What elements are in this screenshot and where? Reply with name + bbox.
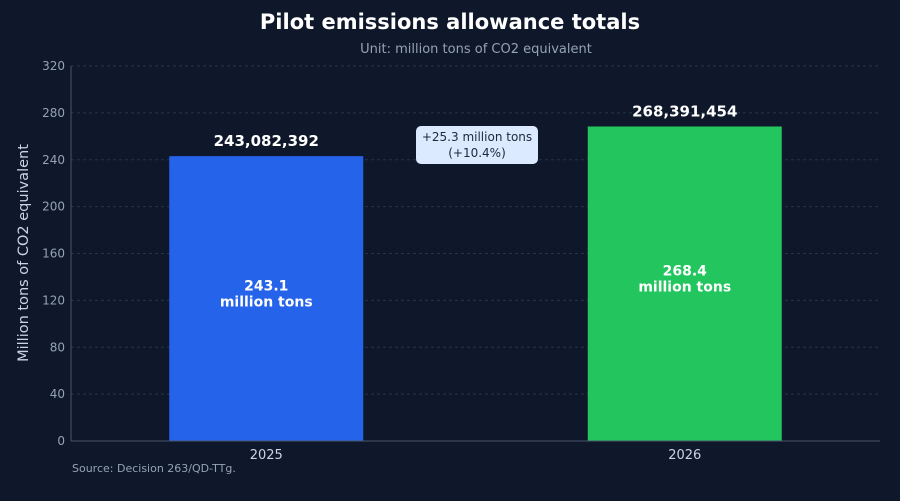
annotation-line-1: +25.3 million tons xyxy=(421,130,533,144)
y-tick-label: 120 xyxy=(42,293,65,307)
y-tick-label: 320 xyxy=(42,59,65,73)
y-tick-label: 160 xyxy=(42,247,65,261)
x-tick-label: 2026 xyxy=(668,448,701,463)
change-annotation: +25.3 million tons (+10.4%) xyxy=(416,126,538,164)
bar-inner-label: 268.4 xyxy=(663,264,708,280)
value-label: 243,082,392 xyxy=(214,132,319,150)
bars-layer xyxy=(169,126,782,441)
source-note: Source: Decision 263/QD-TTg. xyxy=(72,462,236,475)
bar-inner-label: 243.1 xyxy=(244,279,288,295)
y-tick-label: 0 xyxy=(57,434,65,448)
bar-inner-label: million tons xyxy=(220,295,313,311)
x-tick-label: 2025 xyxy=(250,448,283,463)
chart-title: Pilot emissions allowance totals xyxy=(259,10,641,34)
y-tick-label: 280 xyxy=(42,106,65,120)
bar-2026 xyxy=(587,126,782,441)
y-tick-label: 240 xyxy=(42,153,65,167)
y-tick-label: 40 xyxy=(50,387,65,401)
chart-subtitle: Unit: million tons of CO2 equivalent xyxy=(360,42,592,57)
axis-layer: 0 40 80 120 160 200 240 280 320 2025 2026 xyxy=(42,59,880,463)
value-label: 268,391,454 xyxy=(632,102,737,120)
y-tick-label: 80 xyxy=(50,340,65,354)
bar-inner-label: million tons xyxy=(638,280,731,296)
bar-2025 xyxy=(169,156,364,441)
y-tick-label: 200 xyxy=(42,200,65,214)
annotation-line-2: (+10.4%) xyxy=(448,146,506,160)
